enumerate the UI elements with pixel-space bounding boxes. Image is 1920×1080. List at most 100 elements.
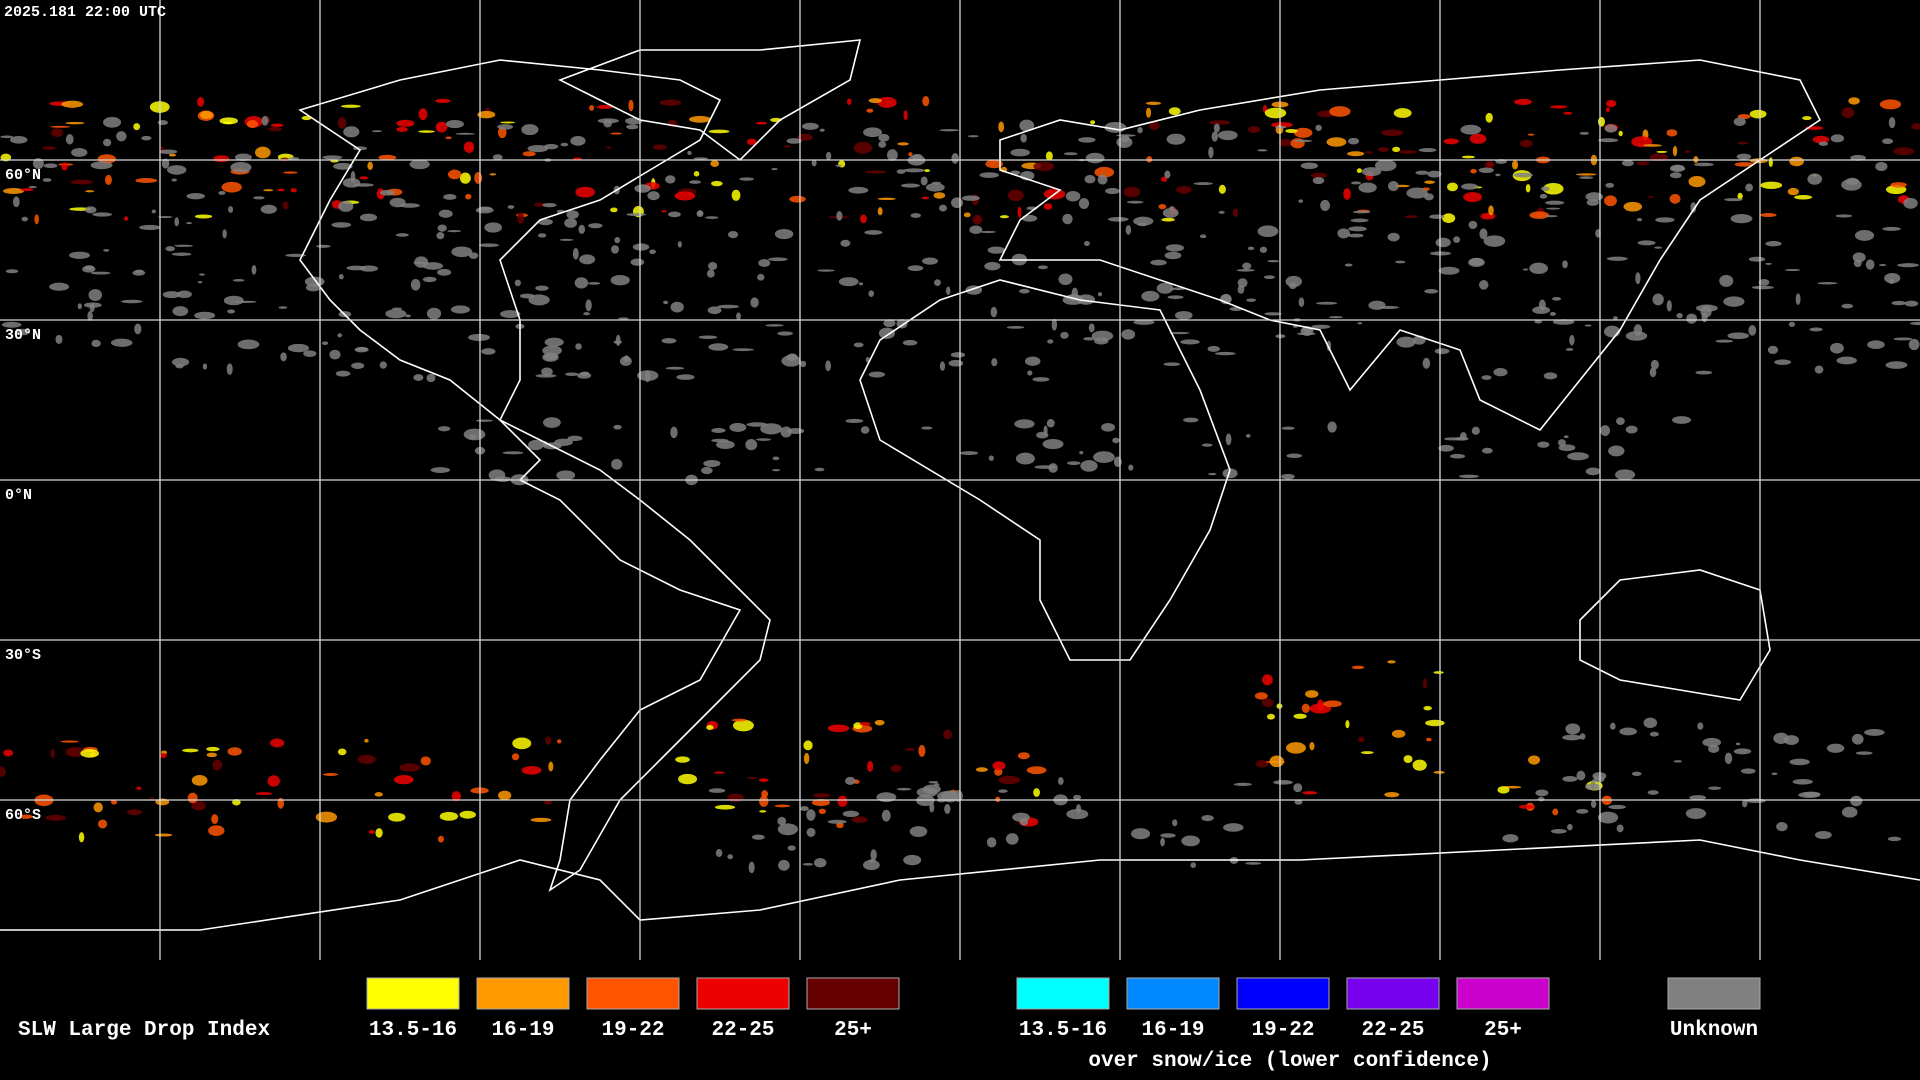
cloud-patch <box>1168 107 1181 116</box>
cloud-patch <box>777 331 794 336</box>
cloud-patch <box>1776 822 1788 832</box>
cloud-patch <box>379 189 395 196</box>
cloud-patch <box>1036 431 1049 439</box>
cloud-patch <box>1298 297 1305 308</box>
cloud-patch <box>768 257 788 262</box>
cloud-patch <box>1488 205 1494 216</box>
cloud-patch <box>1690 202 1697 213</box>
cloud-patch <box>649 249 656 254</box>
cloud-patch <box>902 339 918 346</box>
legend-label: 13.5-16 <box>369 1019 457 1042</box>
cloud-patch <box>422 262 444 270</box>
cloud-patch <box>1254 692 1268 700</box>
cloud-patch <box>191 801 206 811</box>
cloud-patch <box>1217 130 1238 141</box>
cloud-patch <box>227 309 236 314</box>
cloud-patch <box>422 276 437 283</box>
cloud-patch <box>924 169 930 173</box>
cloud-patch <box>870 849 877 861</box>
cloud-patch <box>1841 303 1854 309</box>
cloud-patch <box>1146 101 1161 106</box>
cloud-patch <box>678 773 698 785</box>
cloud-patch <box>45 814 66 821</box>
cloud-patch <box>478 206 493 211</box>
cloud-patch <box>1585 192 1604 202</box>
cloud-patch <box>1882 138 1894 145</box>
cloud-patch <box>1597 138 1619 143</box>
cloud-patch <box>1094 166 1115 178</box>
cloud-patch <box>1350 181 1362 185</box>
cloud-patch <box>1529 262 1548 275</box>
cloud-patch <box>1073 794 1082 800</box>
cloud-patch <box>1344 263 1353 267</box>
cloud-patch <box>1631 771 1642 776</box>
cloud-patch <box>1181 835 1200 847</box>
cloud-patch <box>863 127 883 137</box>
cloud-patch <box>1666 129 1678 137</box>
cloud-patch <box>1393 108 1412 118</box>
cloud-patch <box>717 304 739 309</box>
cloud-patch <box>1071 287 1078 299</box>
cloud-patch <box>388 812 406 822</box>
cloud-patch <box>1468 257 1485 267</box>
cloud-patch <box>615 334 621 347</box>
cloud-patch <box>133 123 141 131</box>
cloud-patch <box>1605 107 1610 113</box>
cloud-patch <box>1461 183 1479 190</box>
cloud-patch <box>1625 425 1638 434</box>
cloud-patch <box>1278 138 1292 147</box>
cloud-patch <box>521 766 542 775</box>
cloud-patch <box>708 788 726 793</box>
cloud-patch <box>1723 296 1745 307</box>
cloud-patch <box>1358 736 1365 743</box>
cloud-patch <box>124 216 129 221</box>
cloud-patch <box>774 228 794 240</box>
cloud-patch <box>234 153 252 161</box>
cloud-patch <box>1649 153 1669 162</box>
cloud-patch <box>868 371 886 378</box>
cloud-patch <box>564 218 578 228</box>
cloud-patch <box>527 144 549 153</box>
cloud-patch <box>1078 137 1096 143</box>
cloud-patch <box>939 204 947 212</box>
cloud-patch <box>322 155 343 160</box>
cloud-patch <box>1540 186 1550 192</box>
legend-label: Unknown <box>1670 1019 1758 1042</box>
cloud-patch <box>368 829 375 834</box>
cloud-patch <box>1388 181 1399 192</box>
cloud-patch <box>1562 260 1568 269</box>
cloud-patch <box>1305 690 1319 698</box>
snow-ice-caption: over snow/ice (lower confidence) <box>1088 1050 1491 1073</box>
cloud-patch <box>1789 758 1810 766</box>
cloud-patch <box>60 740 79 743</box>
cloud-patch <box>1616 417 1625 426</box>
cloud-patch <box>3 188 25 195</box>
cloud-patch <box>1795 293 1801 305</box>
cloud-patch <box>187 792 198 804</box>
cloud-patch <box>759 795 769 807</box>
cloud-patch <box>583 312 590 316</box>
cloud-patch <box>537 218 553 226</box>
cloud-patch <box>1079 450 1084 455</box>
cloud-patch <box>818 808 826 815</box>
cloud-patch <box>519 293 535 299</box>
cloud-patch <box>1737 141 1749 145</box>
cloud-patch <box>1309 742 1315 751</box>
cloud-patch <box>1158 203 1167 210</box>
cloud-patch <box>1097 292 1103 297</box>
cloud-patch <box>959 451 979 456</box>
cloud-patch <box>385 309 407 319</box>
cloud-patch <box>1174 310 1193 320</box>
cloud-patch <box>253 196 265 200</box>
cloud-patch <box>663 300 669 305</box>
cloud-patch <box>632 243 650 251</box>
coastline-greenland <box>558 39 862 162</box>
cloud-patch <box>1352 210 1371 214</box>
cloud-patch <box>1550 105 1568 109</box>
cloud-patch <box>1613 316 1618 321</box>
cloud-patch <box>399 763 421 772</box>
cloud-patch <box>65 134 74 145</box>
cloud-patch <box>1125 225 1132 235</box>
cloud-patch <box>1537 441 1550 448</box>
